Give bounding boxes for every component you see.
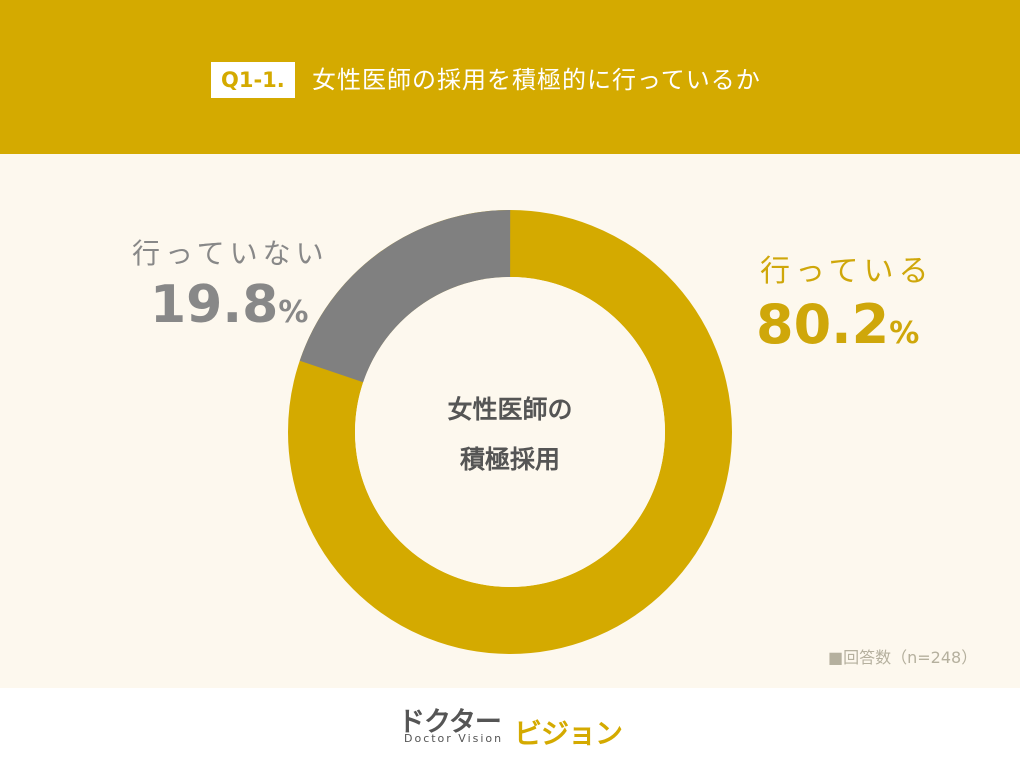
sample-size-note: ■回答数（n=248） [828, 648, 978, 667]
logo-sub-text: Doctor Vision [404, 732, 504, 745]
doctor-vision-logo: ドクター Doctor Vision ビジョン [398, 700, 628, 750]
logo-main-text: ドクター [398, 707, 502, 738]
center-label-line1: 女性医師の [447, 395, 573, 424]
header-band: Q1-1. 女性医師の採用を積極的に行っているか [0, 0, 1020, 154]
center-label-line2: 積極採用 [459, 445, 560, 474]
donut-center-label: 女性医師の 積極採用 [360, 385, 660, 485]
percent-sign: % [889, 316, 920, 351]
donut-hole [355, 277, 665, 587]
label-doing: 行っている [760, 254, 934, 289]
question-title: 女性医師の採用を積極的に行っているか [312, 66, 761, 94]
value-number: 19.8 [150, 275, 279, 335]
percent-sign: % [278, 295, 309, 330]
logo-accent-text: ビジョン [514, 717, 623, 750]
value-not-doing: 19.8% [150, 275, 308, 335]
value-number: 80.2 [756, 293, 890, 356]
donut-chart [288, 210, 732, 654]
donut-slice-no [288, 210, 732, 654]
question-number-badge: Q1-1. [211, 62, 295, 98]
value-doing: 80.2% [756, 293, 919, 356]
label-not-doing: 行っていない [132, 237, 329, 270]
